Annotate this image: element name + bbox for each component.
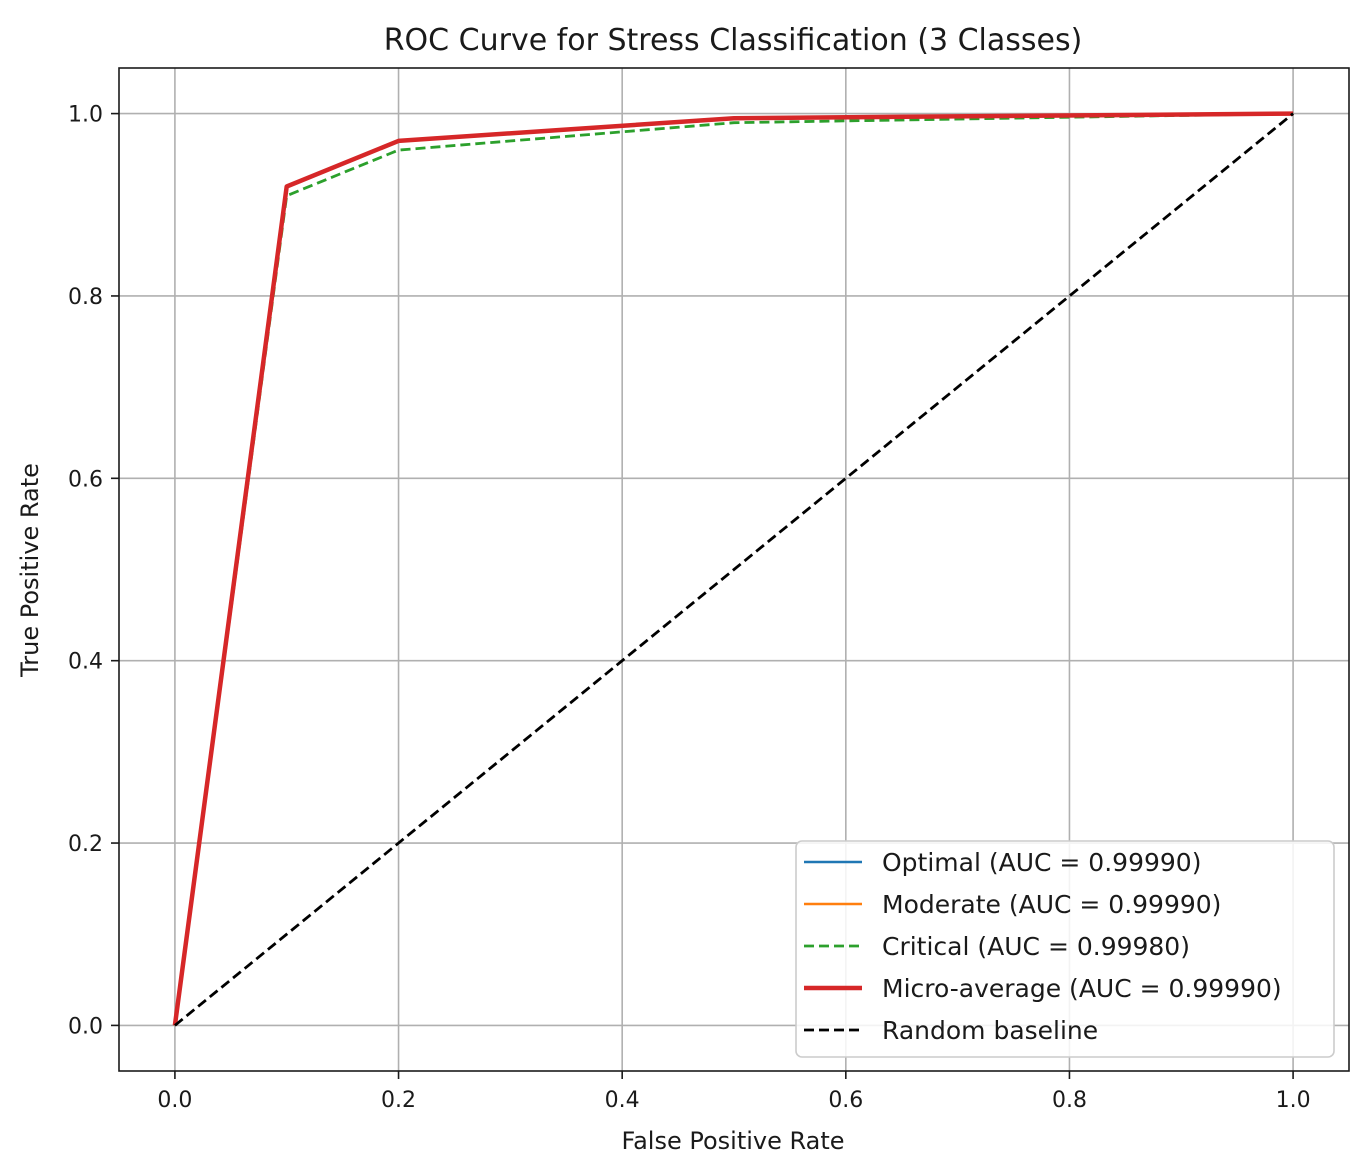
y-tick-label: 0.2 [68,832,103,857]
legend: Optimal (AUC = 0.99990) Moderate (AUC = 0… [795,840,1335,1058]
y-tick-label: 0.0 [68,1014,103,1039]
plot-frame [118,67,1350,1072]
legend-box [795,840,1335,1058]
series-layer [172,111,1294,1027]
random-series-line [174,112,1294,1027]
chart-title: ROC Curve for Stress Classification (3 C… [384,23,1083,58]
y-tick-label: 0.6 [68,467,103,492]
critical-legend-label: Critical (AUC = 0.99980) [882,932,1190,961]
x-tick-label: 0.0 [157,1088,192,1113]
moderate-legend-label: Moderate (AUC = 0.99990) [882,890,1221,919]
x-tick-label: 0.4 [605,1088,640,1113]
x-tick-label: 0.2 [381,1088,416,1113]
optimal-legend-label: Optimal (AUC = 0.99990) [882,848,1201,877]
y-tick-label: 0.8 [68,285,103,310]
x-tick-label: 0.8 [1052,1088,1087,1113]
y-axis-label: True Positive Rate [16,463,44,678]
grid [119,68,1349,1071]
micro-average-series-line [172,111,1294,1026]
ticks: 0.0 0.2 0.4 0.6 0.8 1.0 0.0 0.2 0.4 0.6 0.8 1.0 [68,103,1311,1113]
random-legend-label: Random baseline [882,1016,1098,1045]
x-axis-label: False Positive Rate [621,1127,844,1155]
x-tick-label: 0.6 [828,1088,863,1113]
x-tick-label: 1.0 [1276,1088,1311,1113]
y-tick-label: 1.0 [68,103,103,128]
micro-average-legend-label: Micro-average (AUC = 0.99990) [882,974,1282,1003]
y-tick-label: 0.4 [68,650,103,675]
